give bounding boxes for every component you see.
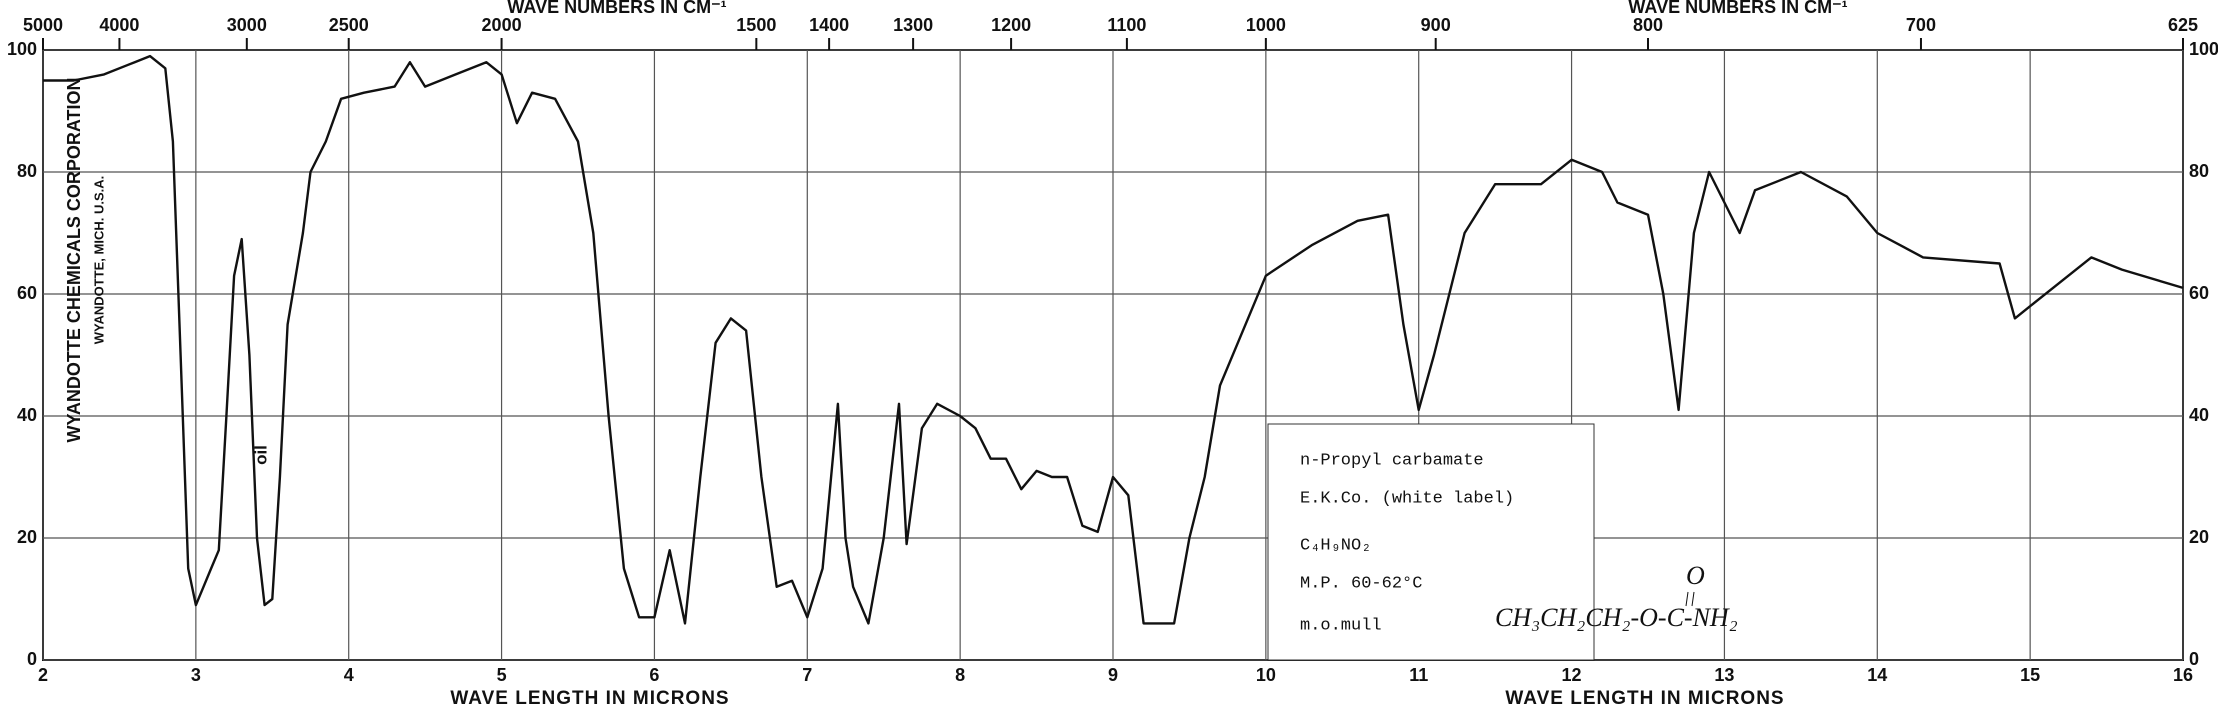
- y-tick-label: 60: [2189, 283, 2209, 303]
- x2-tick-label: 2500: [329, 15, 369, 35]
- location: WYANDOTTE, MICH. U.S.A.: [91, 176, 106, 345]
- y-tick-label: 100: [2189, 39, 2218, 59]
- x2-tick-label: 3000: [227, 15, 267, 35]
- x2-tick-label: 900: [1421, 15, 1451, 35]
- x-tick-label: 4: [344, 665, 354, 685]
- y-tick-label: 100: [7, 39, 37, 59]
- grid: [42, 49, 2184, 661]
- y-tick-label: 20: [17, 527, 37, 547]
- x2-tick-label: 1300: [893, 15, 933, 35]
- x-label: WAVE LENGTH IN MICRONS: [450, 688, 729, 709]
- x-tick-label: 8: [955, 665, 965, 685]
- spectrum-line: [43, 54, 2184, 625]
- x-tick-label: 12: [1562, 665, 1582, 685]
- bond: [1691, 591, 1695, 607]
- x2-label: WAVE NUMBERS IN CM⁻¹: [1628, 0, 1847, 17]
- x-tick-label: 7: [802, 665, 812, 685]
- x-tick-label: 9: [1108, 665, 1118, 685]
- x-tick-label: 14: [1867, 665, 1887, 685]
- sample-line: n-Propyl carbamate: [1300, 451, 1484, 470]
- x2-tick-label: 625: [2168, 15, 2198, 35]
- x-label: WAVE LENGTH IN MICRONS: [1505, 688, 1784, 709]
- sample-line: E.K.Co. (white label): [1300, 489, 1514, 508]
- structure: CH₃CH₂CH₂-O-C-NH₂: [1495, 603, 1738, 632]
- x-tick-label: 11: [1409, 665, 1428, 685]
- sample-line: C₄H₉NO₂: [1300, 536, 1371, 555]
- x2-tick-label: 1500: [736, 15, 776, 35]
- x-tick-label: 16: [2173, 665, 2193, 685]
- y-tick-label: 20: [2189, 527, 2209, 547]
- x2-tick-label: 1200: [991, 15, 1031, 35]
- oil-note: oil: [251, 445, 270, 465]
- y-tick-label: 80: [2189, 161, 2209, 181]
- x2-label: WAVE NUMBERS IN CM⁻¹: [507, 0, 726, 17]
- company: WYANDOTTE CHEMICALS CORPORATION: [64, 77, 84, 442]
- sample-box: [1267, 423, 1595, 661]
- x2-tick-label: 800: [1633, 15, 1663, 35]
- y-tick-label: 80: [17, 161, 37, 181]
- sample-line: m.o.mull: [1300, 616, 1382, 635]
- bond: [1685, 591, 1689, 607]
- x-tick-label: 10: [1256, 665, 1276, 685]
- x-tick-label: 3: [191, 665, 201, 685]
- x2-tick-label: 2000: [482, 15, 522, 35]
- carbonyl: O: [1686, 561, 1705, 590]
- x2-tick-label: 4000: [99, 15, 139, 35]
- x2-tick-label: 700: [1906, 15, 1936, 35]
- x-tick-label: 6: [649, 665, 659, 685]
- y-tick-label: 60: [17, 283, 37, 303]
- x2-tick-label: 1000: [1246, 15, 1286, 35]
- y-tick-label: 0: [2189, 649, 2199, 669]
- y-tick-label: 40: [2189, 405, 2209, 425]
- x-tick-label: 13: [1714, 665, 1734, 685]
- x-tick-label: 2: [38, 665, 48, 685]
- y-tick-label: 0: [27, 649, 37, 669]
- x2-tick-label: 1400: [809, 15, 849, 35]
- x2-tick-label: 5000: [23, 15, 63, 35]
- y-tick-label: 40: [17, 405, 37, 425]
- sample-line: M.P. 60-62°C: [1300, 574, 1422, 593]
- x2-tick-label: 1100: [1107, 15, 1146, 35]
- x-tick-label: 5: [497, 665, 507, 685]
- x-tick-label: 15: [2020, 665, 2040, 685]
